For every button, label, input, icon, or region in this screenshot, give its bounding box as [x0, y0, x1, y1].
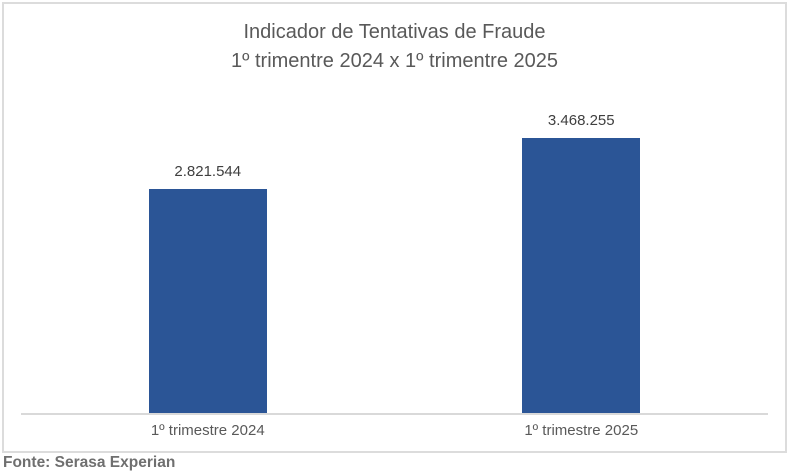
x-axis-labels: 1º trimestre 2024 1º trimestre 2025 — [21, 421, 768, 440]
bar-value-label-2025: 3.468.255 — [547, 112, 615, 130]
bar-2024 — [148, 189, 267, 413]
chart-title: Indicador de Tentativas de Fraude — [243, 21, 546, 43]
chart-subtitle: 1º trimentre 2024 x 1º trimentre 2025 — [231, 50, 558, 72]
chart-title-block: Indicador de Tentativas de Fraude 1º tri… — [4, 18, 785, 76]
x-axis-label-2025: 1º trimestre 2025 — [524, 422, 639, 439]
bar-group-2024: 2.821.544 — [21, 100, 395, 413]
x-axis-label-2024: 1º trimestre 2024 — [150, 422, 265, 439]
plot-area: 2.821.544 3.468.255 — [21, 100, 768, 415]
source-note: Fonte: Serasa Experian — [3, 454, 176, 471]
bar-2025 — [522, 138, 641, 413]
chart-container: Indicador de Tentativas de Fraude 1º tri… — [2, 2, 787, 453]
bar-value-label-2024: 2.821.544 — [174, 163, 242, 181]
bar-group-2025: 3.468.255 — [395, 100, 769, 413]
